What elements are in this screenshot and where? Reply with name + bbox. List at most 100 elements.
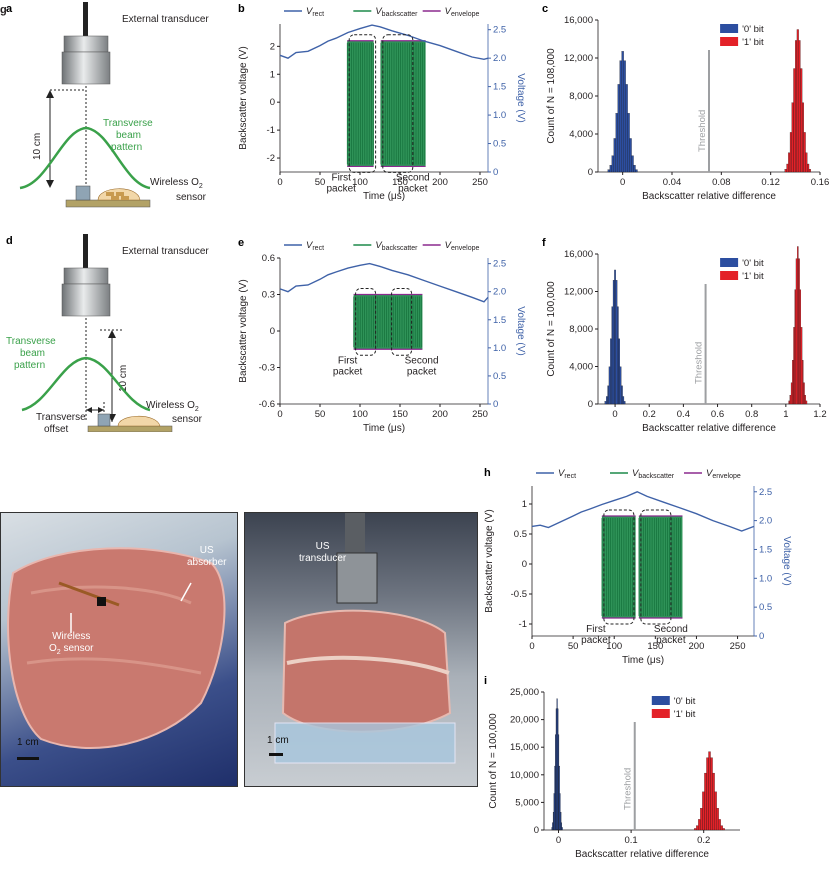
tissue-photo-drawing <box>7 547 226 760</box>
histogram-bar <box>609 165 612 173</box>
backscatter-packet-2 <box>380 40 426 168</box>
histogram-bar <box>610 338 612 405</box>
x-tick-label: 200 <box>689 641 705 652</box>
legend-label: Vrect <box>306 240 324 252</box>
histogram-bar <box>627 113 630 173</box>
y-tick-label: -0.6 <box>259 399 275 410</box>
y-tick-label: 0 <box>270 326 275 337</box>
histogram-bar <box>795 40 798 173</box>
legend-swatch <box>651 696 670 705</box>
x-tick-label: 0 <box>277 409 282 420</box>
legend-label: '0' bit <box>742 24 764 35</box>
y-tick-label: 1 <box>522 499 527 510</box>
panel-d-schematic: d External transducer 10 cm Transverse b… <box>6 234 209 432</box>
histogram-bar <box>804 395 806 405</box>
sensor-label-2: sensor <box>172 414 203 425</box>
x-axis-label: Backscatter relative difference <box>642 191 776 202</box>
y2-tick-label: 0 <box>493 399 498 410</box>
histogram-bar <box>798 258 800 405</box>
distance-label: 10 cm <box>32 133 43 160</box>
packet-box-1 <box>355 288 377 356</box>
threshold-label: Threshold <box>694 342 705 384</box>
y-tick-label: 20,000 <box>510 715 539 726</box>
histogram-bar <box>790 382 793 405</box>
histogram-bar <box>800 68 803 173</box>
beam-pattern-curve <box>21 356 151 412</box>
panel-label-f: f <box>542 237 546 249</box>
x-tick-label: 50 <box>315 177 326 188</box>
histogram-bar <box>788 400 790 405</box>
histogram-bar <box>604 401 607 405</box>
y-axis-label: Count of N = 100,000 <box>546 281 557 377</box>
histogram-bar <box>706 757 709 831</box>
y2-tick-label: 0 <box>759 631 764 642</box>
y-axis-label: Backscatter voltage (V) <box>484 509 495 612</box>
v-rect-line <box>531 491 755 532</box>
x-tick-label: 1 <box>783 409 788 420</box>
panel-label-a: a <box>6 3 13 15</box>
second-packet-label-2: packet <box>398 183 428 194</box>
histogram-bar <box>606 396 608 405</box>
y-tick-label: 25,000 <box>510 687 539 698</box>
first-packet-label-1: First <box>331 172 351 183</box>
histogram-bar <box>611 155 614 173</box>
x-axis-label: Time (μs) <box>363 423 405 434</box>
second-packet-label-1: Second <box>396 172 430 183</box>
histogram-bar <box>633 165 636 173</box>
x-tick-label: 100 <box>352 409 368 420</box>
histogram-bar <box>789 132 792 173</box>
y-tick-label: 0 <box>270 97 275 108</box>
first-packet-label-2: packet <box>326 183 356 194</box>
panel-a-schematic: a External transducer 10 cm Transverse b… <box>6 2 209 208</box>
beam-label-1: Transverse <box>103 118 153 129</box>
histogram-bar <box>704 772 707 831</box>
sensor-label-1: Wireless O2 <box>150 177 203 190</box>
x-tick-label: 0 <box>529 641 534 652</box>
legend-label: '1' bit <box>674 709 696 720</box>
y-tick-label: 0.3 <box>262 290 275 301</box>
x-tick-label: 50 <box>568 641 579 652</box>
y2-tick-label: 2.0 <box>759 516 772 527</box>
histogram-bar <box>613 138 616 173</box>
histogram-bar <box>805 152 808 173</box>
offset-label-1: Transverse <box>36 412 86 423</box>
panel-label-b: b <box>238 3 245 15</box>
x-tick-label: 200 <box>432 177 448 188</box>
y-tick-label: 0.5 <box>514 529 527 540</box>
legend-label: '0' bit <box>674 696 696 707</box>
wireless-sensor-photo-label: Wireless O2 sensor <box>49 631 94 656</box>
y-axis-label: Backscatter voltage (V) <box>238 279 249 382</box>
y-tick-label: 16,000 <box>564 249 593 260</box>
x-axis-label: Time (μs) <box>622 655 664 666</box>
x-axis-label: Backscatter relative difference <box>575 849 709 860</box>
y2-tick-label: 1.5 <box>493 315 506 326</box>
legend-subscript: backscatter <box>382 245 418 252</box>
second-packet-label-2: packet <box>656 635 686 646</box>
backscatter-packet-1 <box>353 293 423 350</box>
zero-bit-histogram <box>607 51 638 173</box>
x-tick-label: 0.8 <box>745 409 758 420</box>
y-tick-label: 4,000 <box>569 129 593 140</box>
x-tick-label: 100 <box>352 177 368 188</box>
x-tick-label: 0.08 <box>712 177 731 188</box>
histogram-bar <box>801 360 804 405</box>
threshold-label: Threshold <box>697 110 708 152</box>
x-tick-label: 50 <box>315 409 326 420</box>
x-tick-label: 150 <box>392 177 408 188</box>
legend-label: Vrect <box>558 468 576 480</box>
histogram-bar <box>622 396 625 405</box>
histogram-bar <box>619 366 622 405</box>
panel-c-chart: c 0 0.04 0.08 0.12 0.16 0 4,000 8,000 12,000 16,00… <box>542 3 829 202</box>
legend-subscript: envelope <box>451 11 480 18</box>
x-tick-label: 150 <box>392 409 408 420</box>
histogram-bar <box>607 169 610 173</box>
histogram-bar <box>794 289 797 405</box>
v-rect-line <box>279 262 489 303</box>
x-tick-label: 0.6 <box>711 409 724 420</box>
zero-bit-histogram <box>604 269 626 405</box>
x-tick-label: 200 <box>432 409 448 420</box>
legend-label: '1' bit <box>742 271 764 282</box>
histogram-bar <box>621 51 624 173</box>
histogram-bar <box>800 327 803 405</box>
y-axis-label: Backscatter voltage (V) <box>238 46 249 149</box>
